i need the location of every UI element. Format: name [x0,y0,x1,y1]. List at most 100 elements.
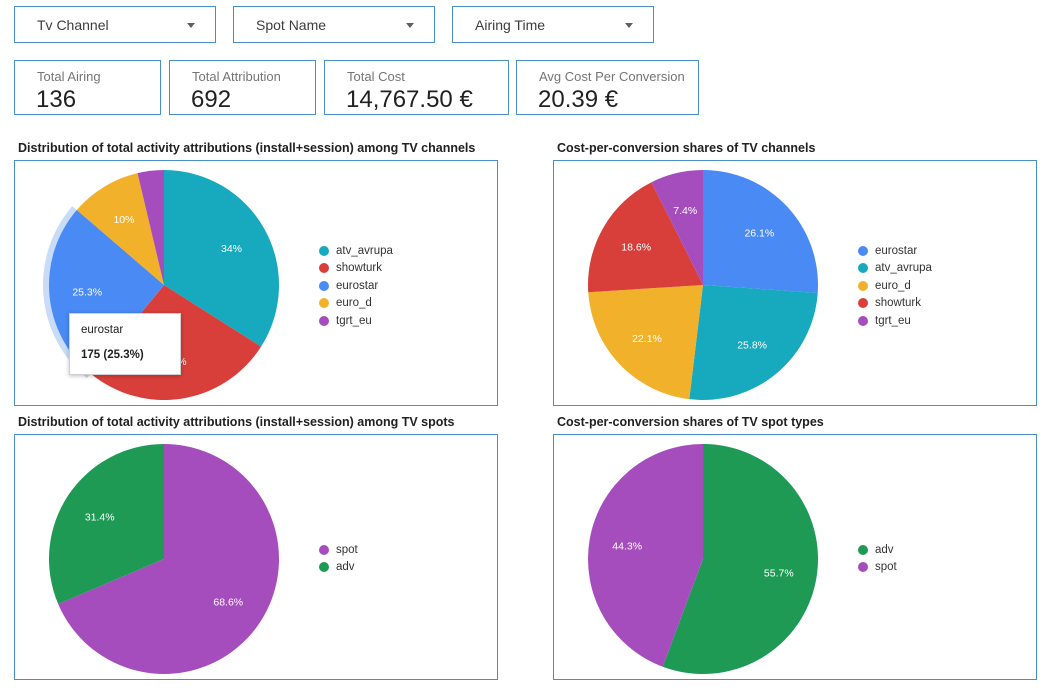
legend-swatch [319,245,329,256]
filter-spot-name-label: Spot Name [256,17,327,33]
legend-item-showturk[interactable]: showturk [858,295,932,313]
legend-label: atv_avrupa [875,262,932,275]
chart-legend: adv spot [858,541,897,576]
kpi-label: Total Airing [37,69,101,84]
filter-tv-channel[interactable]: Tv Channel [14,6,216,43]
chart-title: Distribution of total activity attributi… [18,141,476,155]
legend-label: spot [336,543,358,556]
legend-label: euro_d [875,279,911,292]
legend-item-euro-d[interactable]: euro_d [858,277,932,295]
legend-label: showturk [875,297,922,310]
kpi-total-attribution: Total Attribution 692 [169,60,316,115]
pie-slice-tgrt-eu[interactable] [137,170,164,285]
chart-legend: atv_avrupa showturk eurostar euro_d tgrt_eu [319,242,393,330]
slice-label: 68.6% [213,597,243,609]
chart-panel-channel-attributions[interactable]: 34%27%25.3%10% atv_avrupashowturkeurosta… [14,160,498,406]
slice-label: 18.6% [621,242,651,254]
pie-slice-tgrt-eu[interactable] [651,170,703,285]
legend-swatch [858,280,868,291]
legend-item-eurostar[interactable]: eurostar [319,277,393,295]
legend-label: eurostar [336,279,379,292]
legend-swatch [319,315,329,326]
pie-slice-adv[interactable] [49,444,164,605]
legend-item-adv[interactable]: adv [858,541,897,559]
slice-label: 22.1% [632,333,662,345]
chart-tooltip: eurostar 175 (25.3%) [69,313,181,375]
kpi-value: 14,767.50 € [346,86,473,113]
legend-item-spot[interactable]: spot [858,559,897,577]
chart-title: Distribution of total activity attributi… [18,415,455,429]
legend-swatch [858,544,868,555]
legend-swatch [858,315,868,326]
legend-label: spot [875,561,897,574]
slice-label: 7.4% [673,205,697,217]
slice-label: 34% [221,243,242,255]
kpi-avg-cost-per-conversion: Avg Cost Per Conversion 20.39 € [516,60,699,115]
legend-label: atv_avrupa [336,244,393,257]
pie-chart[interactable]: 34%27%25.3%10% [15,161,499,407]
legend-item-tgrt-eu[interactable]: tgrt_eu [858,312,932,330]
legend-label: adv [336,561,355,574]
legend-swatch [319,562,329,573]
filter-spot-name[interactable]: Spot Name [233,6,435,43]
kpi-label: Avg Cost Per Conversion [539,69,685,84]
chevron-down-icon[interactable] [625,23,633,28]
legend-swatch [858,298,868,309]
chart-title: Cost-per-conversion shares of TV spot ty… [557,415,824,429]
legend-label: tgrt_eu [875,314,911,327]
chart-panel-spot-attributions[interactable]: 68.6% 31.4% spot adv [14,434,498,680]
legend-item-spot[interactable]: spot [319,541,358,559]
chart-legend: spot adv [319,541,358,576]
legend-label: tgrt_eu [336,314,372,327]
pie-slice-showturk[interactable] [588,182,703,293]
kpi-total-cost: Total Cost 14,767.50 € [324,60,509,115]
pie-chart[interactable]: 26.1% 25.8% 22.1% 18.6% 7.4% [554,161,1038,407]
legend-swatch [858,245,868,256]
slice-label: 55.7% [764,568,794,580]
slice-label: 31.4% [85,511,115,523]
legend-item-tgrt-eu[interactable]: tgrt_eu [319,312,393,330]
chevron-down-icon[interactable] [187,23,195,28]
legend-swatch [858,263,868,274]
filter-tv-channel-label: Tv Channel [37,17,109,33]
legend-label: eurostar [875,244,918,257]
filter-airing-time[interactable]: Airing Time [452,6,654,43]
pie-slice-atv-avrupa[interactable] [164,170,279,347]
pie-slice-euro-d[interactable] [588,285,703,400]
kpi-value: 20.39 € [538,86,619,113]
legend-item-atv-avrupa[interactable]: atv_avrupa [858,260,932,278]
pie-slice-spot[interactable] [588,444,703,667]
pie-chart[interactable]: 55.7% 44.3% [554,435,1038,681]
chart-panel-spot-cost-share[interactable]: 55.7% 44.3% adv spot [553,434,1037,680]
filter-airing-time-label: Airing Time [475,17,546,33]
legend-item-adv[interactable]: adv [319,559,358,577]
legend-item-eurostar[interactable]: eurostar [858,242,932,260]
legend-item-euro-d[interactable]: euro_d [319,295,393,313]
slice-label: 44.3% [612,540,642,552]
legend-swatch [319,263,329,274]
chart-legend: eurostar atv_avrupa euro_d showturk tgrt_eu [858,242,932,330]
legend-label: euro_d [336,297,372,310]
tooltip-label: eurostar [81,324,124,336]
legend-swatch [319,298,329,309]
legend-item-atv-avrupa[interactable]: atv_avrupa [319,242,393,260]
pie-slice-atv-avrupa[interactable] [689,285,818,400]
slice-label: 25.3% [72,287,102,299]
legend-item-showturk[interactable]: showturk [319,260,393,278]
pie-chart[interactable]: 68.6% 31.4% [15,435,499,681]
chart-title: Cost-per-conversion shares of TV channel… [557,141,816,155]
pie-slice-spot[interactable] [58,444,279,674]
pie-slice-eurostar[interactable] [703,170,818,293]
slice-label: 25.8% [737,339,767,351]
legend-swatch [858,562,868,573]
legend-swatch [319,544,329,555]
chart-panel-channel-cost-share[interactable]: 26.1% 25.8% 22.1% 18.6% 7.4% eurostar atv_avr… [553,160,1037,406]
kpi-value: 136 [36,86,77,113]
chevron-down-icon[interactable] [406,23,414,28]
kpi-label: Total Attribution [192,69,281,84]
kpi-label: Total Cost [347,69,405,84]
pie-slice-adv[interactable] [662,444,819,674]
kpi-value: 692 [191,86,232,113]
pie-slice-euro-d[interactable] [76,173,164,285]
slice-label: 10% [113,214,134,226]
